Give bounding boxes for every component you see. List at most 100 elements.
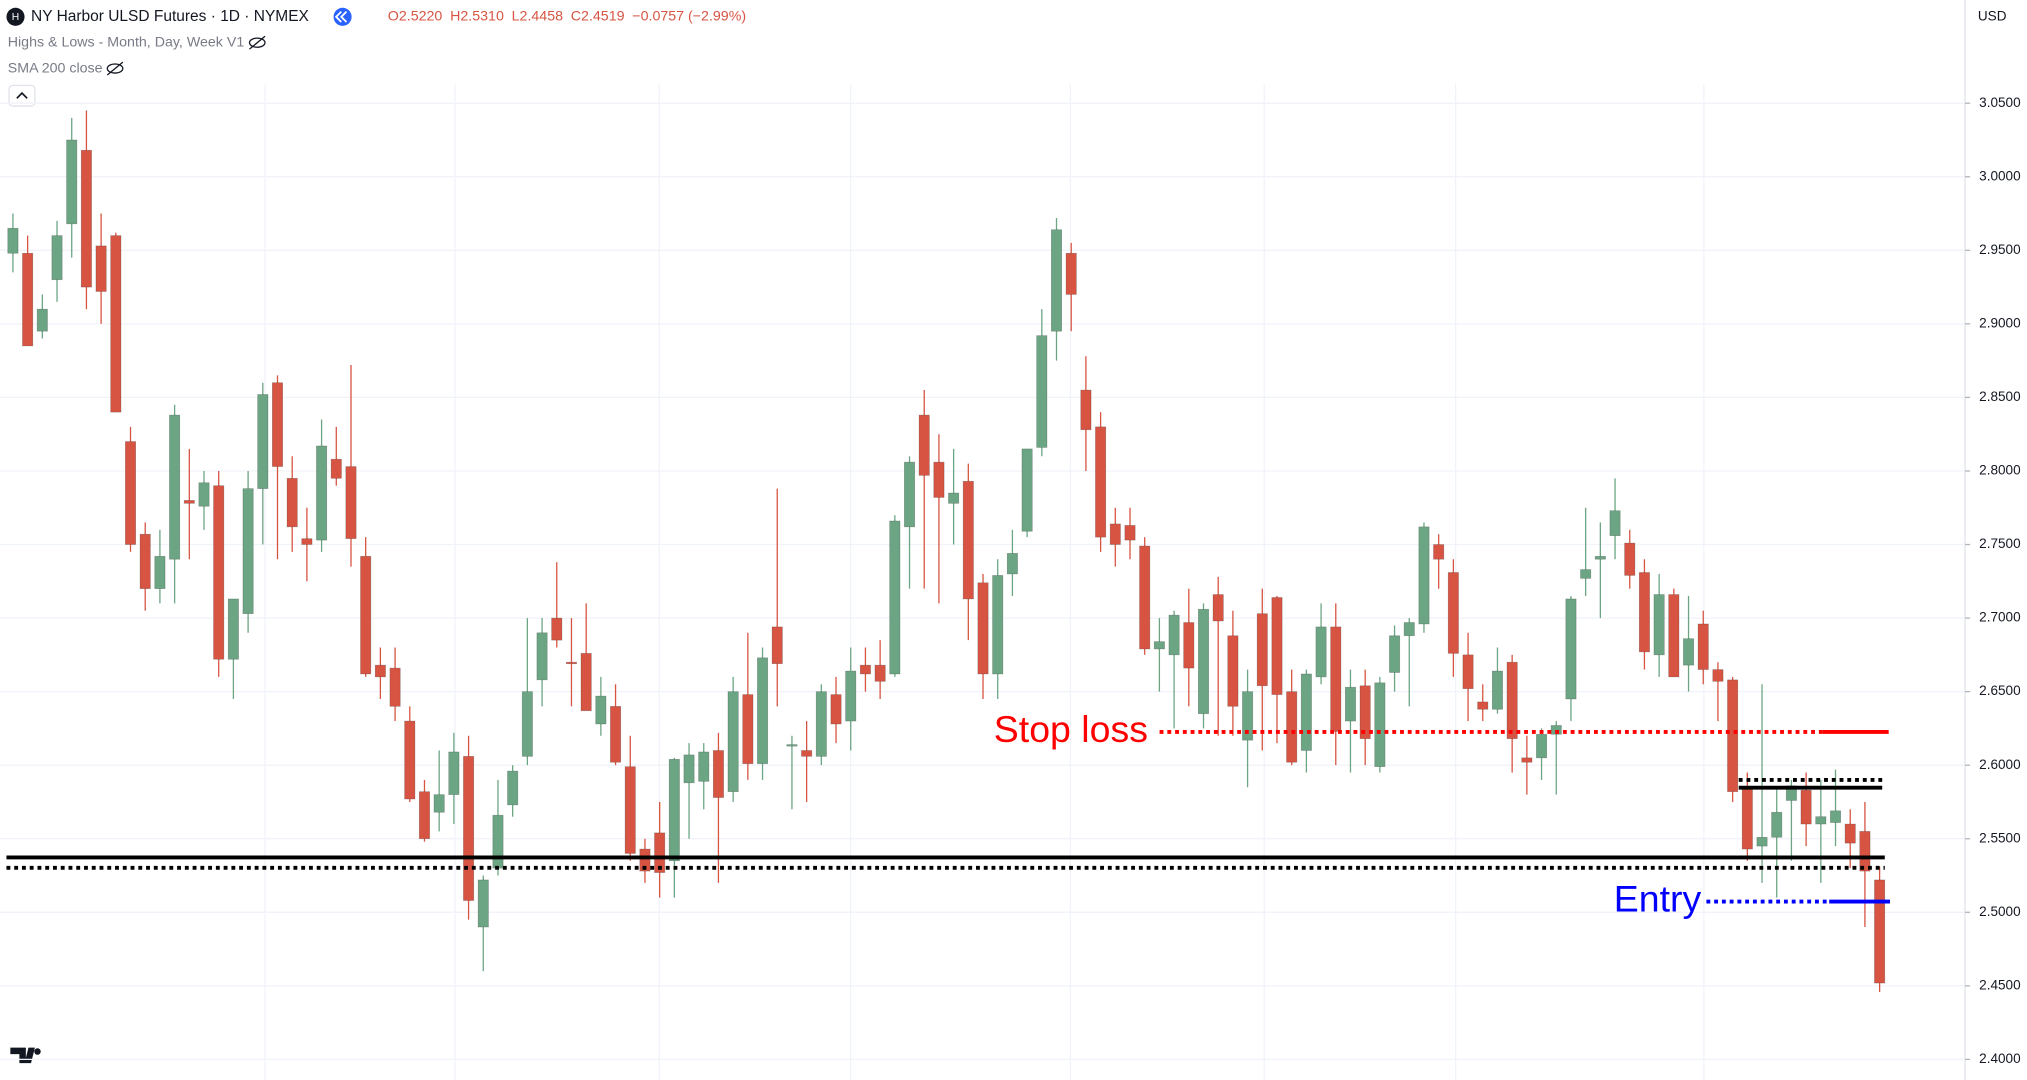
symbol-title: NY Harbor ULSD Futures · 1D · NYMEX	[31, 8, 310, 25]
y-tick-label: 2.6500	[1979, 683, 2021, 698]
candle-body	[374, 664, 386, 678]
currency-label[interactable]: USD	[1978, 8, 2007, 23]
candle-body	[22, 252, 34, 347]
candle-body	[433, 794, 445, 813]
candle-body	[1403, 622, 1415, 637]
candle-body	[565, 661, 577, 665]
candle-body	[1153, 641, 1165, 650]
candle-body	[727, 691, 739, 792]
hide-icon[interactable]	[106, 61, 124, 76]
candle-body	[213, 485, 225, 660]
candle-body	[1330, 626, 1342, 732]
y-tick-label: 2.8500	[1979, 389, 2021, 404]
candle-body	[1741, 788, 1753, 850]
candle-body	[404, 720, 416, 800]
candle-body	[389, 667, 401, 707]
candle-body	[1477, 701, 1489, 710]
y-tick-label: 2.7500	[1979, 536, 2021, 551]
candle-body	[1536, 733, 1548, 759]
candle-body	[1183, 622, 1195, 669]
candle-body	[977, 582, 989, 675]
candle-body	[154, 555, 166, 589]
replay-button[interactable]	[333, 7, 352, 26]
y-tick-label: 2.4000	[1979, 1051, 2021, 1066]
candle-body	[668, 758, 680, 862]
candle-body	[1051, 229, 1063, 332]
candle-body	[286, 478, 298, 528]
candle-body	[1006, 553, 1018, 575]
candle-body	[742, 694, 754, 765]
ohlc-value: O2.5220	[388, 9, 443, 25]
candle-body	[1065, 252, 1077, 295]
candle-body	[580, 653, 592, 712]
candle-body	[169, 414, 181, 560]
candle-body	[7, 227, 19, 254]
candle-body	[1683, 638, 1695, 666]
candle-body	[1374, 682, 1386, 767]
candle-body	[521, 691, 533, 757]
candle-body	[698, 751, 710, 782]
hide-icon[interactable]	[248, 35, 266, 50]
candle-body	[198, 482, 210, 507]
candle-body	[1668, 594, 1680, 678]
collapse-button[interactable]	[8, 84, 36, 107]
annotation: Entry	[1614, 877, 1702, 919]
candle-body	[1697, 623, 1709, 670]
candle-body	[1080, 389, 1092, 431]
candle-body	[771, 626, 783, 665]
candle-body	[316, 445, 328, 541]
candle-body	[1830, 810, 1842, 823]
candle-body	[1727, 679, 1739, 792]
candle-body	[786, 744, 798, 747]
candle-body	[95, 245, 107, 292]
candle-body	[242, 488, 254, 614]
candle-body	[1139, 545, 1151, 650]
candle-body	[1712, 669, 1724, 682]
candle-body	[51, 235, 63, 281]
candle-body	[1550, 725, 1562, 735]
candle-body	[992, 575, 1004, 675]
ohlc-value: −0.0757 (−2.99%)	[632, 9, 746, 25]
candle-body	[1286, 691, 1298, 763]
candle-body	[1256, 613, 1268, 687]
candle-body	[1447, 572, 1459, 654]
y-tick-label: 2.4500	[1979, 977, 2021, 992]
candle-body	[1433, 544, 1445, 560]
candle-body	[595, 695, 607, 725]
candle-body	[1109, 523, 1121, 545]
candle-body	[492, 814, 504, 869]
candle-body	[933, 461, 945, 498]
candle-body	[1315, 626, 1327, 678]
candle-body	[918, 414, 930, 476]
candle-body	[1859, 831, 1871, 872]
candle-body	[683, 754, 695, 784]
candle-body	[948, 492, 960, 504]
candle-body	[1756, 836, 1768, 847]
candle-body	[1212, 594, 1224, 622]
y-tick-label: 2.7000	[1979, 610, 2021, 625]
candle-body	[1844, 823, 1856, 844]
candle-body	[1389, 635, 1401, 673]
candle-body	[830, 694, 842, 725]
candle-body	[551, 617, 563, 641]
candle-body	[1624, 542, 1636, 576]
candle-body	[1771, 811, 1783, 838]
candle-body	[477, 879, 489, 928]
candle-body	[1521, 757, 1533, 763]
candle-body	[624, 766, 636, 854]
candle-body	[1653, 594, 1665, 656]
candle-body	[904, 461, 916, 528]
candle-body	[1462, 654, 1474, 690]
candle-body	[1506, 661, 1518, 740]
candle-body	[874, 664, 886, 682]
candle-body	[610, 706, 622, 763]
candle-body	[80, 149, 92, 288]
annotation: Stop loss	[994, 708, 1148, 750]
candle-body	[1271, 597, 1283, 695]
candle-body	[507, 770, 519, 806]
candle-body	[801, 750, 813, 757]
y-tick-label: 3.0500	[1979, 95, 2021, 110]
candle-body	[1036, 335, 1048, 448]
candle-body	[815, 691, 827, 757]
